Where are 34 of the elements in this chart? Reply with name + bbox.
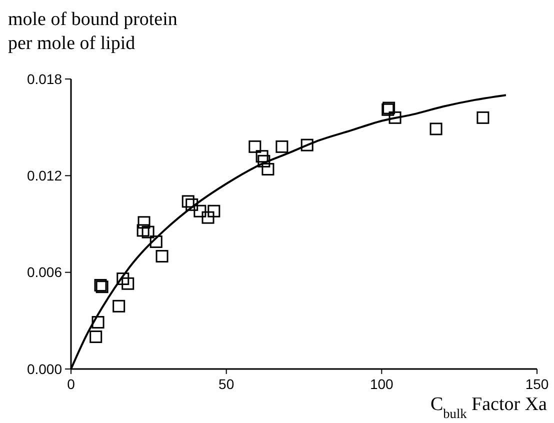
point xyxy=(202,211,214,224)
x-tick-label: 150 xyxy=(525,376,549,392)
y-axis-title: mole of bound protein per mole of lipid xyxy=(8,9,178,54)
point xyxy=(248,140,262,153)
point xyxy=(194,204,206,218)
point xyxy=(258,154,270,168)
point xyxy=(208,204,220,218)
x-tick-label: 50 xyxy=(218,376,234,392)
point xyxy=(182,195,194,208)
x-axis-title: C$_{bulk}$ Factor Xa xyxy=(430,394,548,420)
y-tick-label: 0.012 xyxy=(26,168,62,184)
y-tick-label: 0.006 xyxy=(26,264,62,280)
point xyxy=(122,277,134,290)
x-tick-label: 100 xyxy=(370,376,394,392)
point xyxy=(186,198,198,211)
point xyxy=(388,111,402,124)
y-tick-label: 0.018 xyxy=(26,70,62,87)
point xyxy=(276,140,288,153)
point xyxy=(116,272,130,286)
point xyxy=(138,216,150,229)
point xyxy=(150,235,162,248)
point xyxy=(90,330,102,344)
point xyxy=(136,224,150,237)
point xyxy=(156,250,168,262)
point xyxy=(92,316,104,329)
point xyxy=(300,138,314,152)
point xyxy=(476,111,490,124)
point xyxy=(430,122,442,136)
point xyxy=(262,162,274,176)
point xyxy=(256,150,268,163)
point xyxy=(112,300,126,312)
point xyxy=(142,226,154,238)
y-tick-label: 0.000 xyxy=(26,360,62,377)
x-tick-label: 0 xyxy=(67,376,76,392)
